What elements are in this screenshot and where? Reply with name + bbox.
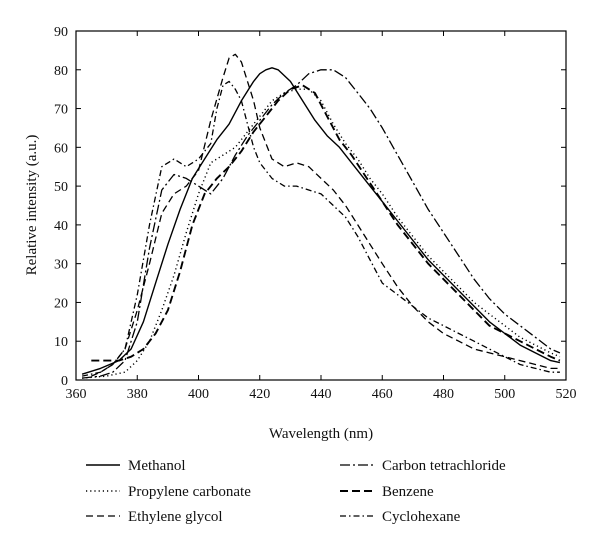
x-tick-label: 520 <box>556 387 577 402</box>
y-tick-label: 70 <box>54 103 68 118</box>
legend: Methanol Propylene carbonate Ethylene glyc… <box>86 458 506 525</box>
y-tick-label: 60 <box>54 141 68 156</box>
x-tick-label: 360 <box>66 387 87 402</box>
y-axis-ticks: 0 10 20 30 40 50 60 70 80 90 <box>54 25 566 389</box>
x-tick-label: 380 <box>127 387 148 402</box>
x-axis-ticks: 360 380 400 420 440 460 480 500 520 <box>66 31 577 402</box>
y-tick-label: 10 <box>54 335 68 350</box>
legend-label-benzene: Benzene <box>382 484 434 500</box>
series-line-methanol <box>81 67 561 375</box>
y-tick-label: 20 <box>54 296 68 311</box>
y-tick-label: 40 <box>54 219 68 234</box>
series-line-benzene <box>91 84 561 362</box>
x-tick-label: 500 <box>494 387 515 402</box>
plot-frame <box>75 30 567 381</box>
x-tick-label: 400 <box>188 387 209 402</box>
x-axis-title: Wavelength (nm) <box>269 426 373 442</box>
y-tick-label: 90 <box>54 25 68 40</box>
x-tick-label: 460 <box>372 387 393 402</box>
x-tick-label: 440 <box>311 387 332 402</box>
series-layer <box>81 53 561 379</box>
y-axis-title: Relative intensity (a.u.) <box>24 135 40 276</box>
series-line-carbon-tetrachloride <box>82 69 561 379</box>
x-tick-label: 420 <box>249 387 270 402</box>
legend-label-ethylene-glycol: Ethylene glycol <box>128 509 223 525</box>
y-tick-label: 80 <box>54 64 68 79</box>
legend-label-propylene-carbonate: Propylene carbonate <box>128 484 251 500</box>
y-tick-label: 50 <box>54 180 68 195</box>
legend-label-carbon-tetrachloride: Carbon tetrachloride <box>382 458 506 474</box>
series-line-ethylene-glycol <box>91 53 560 377</box>
y-tick-label: 0 <box>61 374 68 389</box>
series-line-cyclohexane <box>81 80 560 377</box>
legend-label-methanol: Methanol <box>128 458 186 474</box>
plot-border <box>75 30 567 381</box>
legend-label-cyclohexane: Cyclohexane <box>382 509 461 525</box>
y-tick-label: 30 <box>54 258 68 273</box>
x-tick-label: 480 <box>433 387 454 402</box>
